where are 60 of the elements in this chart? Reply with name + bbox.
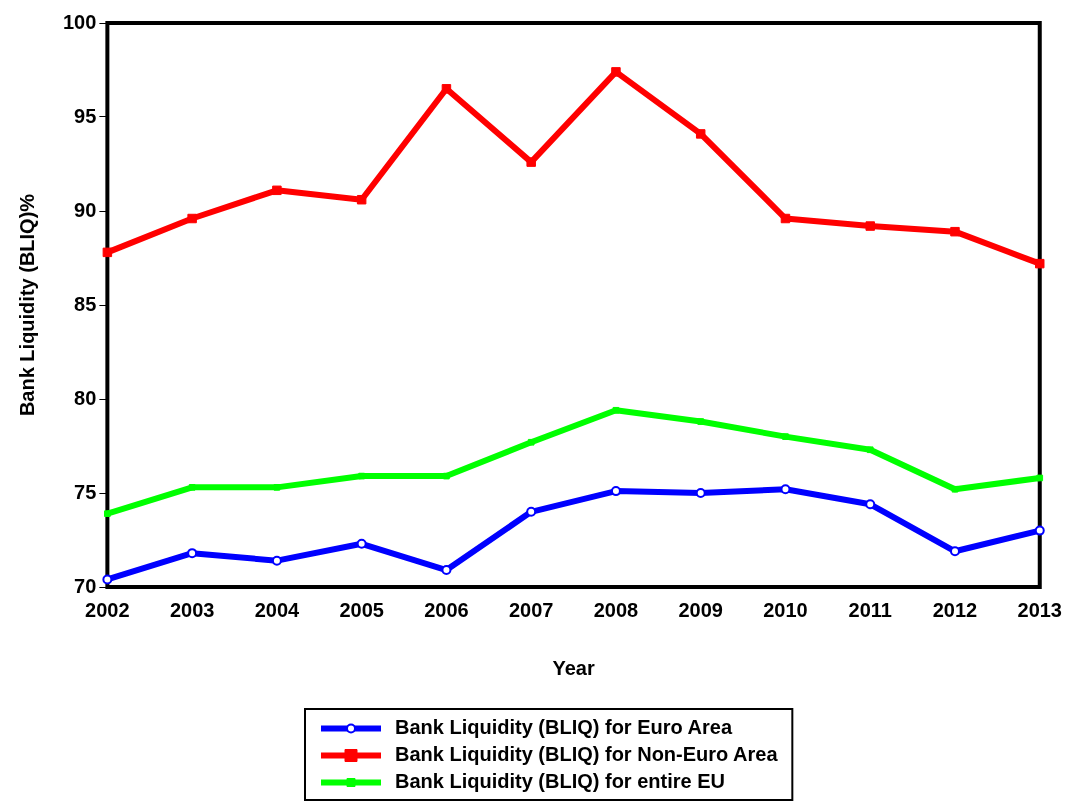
point <box>865 221 875 231</box>
point <box>526 506 537 517</box>
point <box>443 472 450 480</box>
point <box>358 472 365 480</box>
x-tick-label: 2006 <box>424 598 469 621</box>
point <box>187 213 197 224</box>
point <box>782 433 789 440</box>
point <box>951 485 959 493</box>
point <box>526 157 536 167</box>
point <box>865 499 876 510</box>
x-tick-label: 2013 <box>1017 598 1062 621</box>
point <box>188 484 196 491</box>
x-axis-title: Year <box>552 656 595 679</box>
y-tick-label: 85 <box>74 292 97 315</box>
point <box>1036 474 1044 482</box>
point <box>949 546 960 557</box>
point <box>780 484 791 495</box>
x-tick-label: 2004 <box>254 598 301 621</box>
y-tick-label: 70 <box>74 574 97 597</box>
legend-label: Bank Liquidity (BLIQ) for Euro Area <box>395 716 733 739</box>
x-tick-label: 2011 <box>848 598 892 621</box>
y-tick-label: 100 <box>62 10 97 33</box>
point <box>527 438 535 446</box>
point <box>271 555 282 566</box>
y-tick-label: 80 <box>74 386 97 409</box>
x-tick-label: 2007 <box>508 598 554 621</box>
point <box>695 129 706 139</box>
x-tick-label: 2003 <box>169 598 215 621</box>
x-tick-label: 2008 <box>593 598 639 621</box>
point <box>612 406 620 414</box>
point <box>273 484 281 491</box>
x-tick-label: 2012 <box>932 598 978 621</box>
legend-label: Bank Liquidity (BLIQ) for Non-Euro Area <box>395 743 779 766</box>
point <box>441 565 452 576</box>
x-tick-label: 2002 <box>85 598 130 621</box>
point <box>272 185 282 196</box>
point <box>104 510 111 518</box>
point <box>697 418 705 425</box>
point <box>102 574 113 585</box>
x-tick-label: 2010 <box>763 598 808 621</box>
x-tick-label: 2005 <box>339 598 384 621</box>
y-tick-label: 90 <box>74 198 97 221</box>
point <box>356 538 367 549</box>
y-axis-title: Bank Liquidity (BLIQ)% <box>15 193 38 417</box>
point <box>866 446 874 454</box>
point <box>780 213 791 224</box>
point <box>441 84 452 94</box>
point <box>695 488 706 498</box>
y-tick-label: 75 <box>74 480 97 503</box>
x-tick-label: 2009 <box>678 598 723 621</box>
point <box>1035 258 1045 269</box>
legend-label: Bank Liquidity (BLIQ) for entire EU <box>395 770 726 793</box>
point <box>102 247 113 258</box>
point <box>356 194 367 205</box>
point <box>610 486 621 497</box>
point <box>187 548 198 559</box>
point <box>611 67 621 77</box>
point <box>1034 525 1045 536</box>
point <box>950 226 960 237</box>
y-tick-label: 95 <box>74 104 97 127</box>
